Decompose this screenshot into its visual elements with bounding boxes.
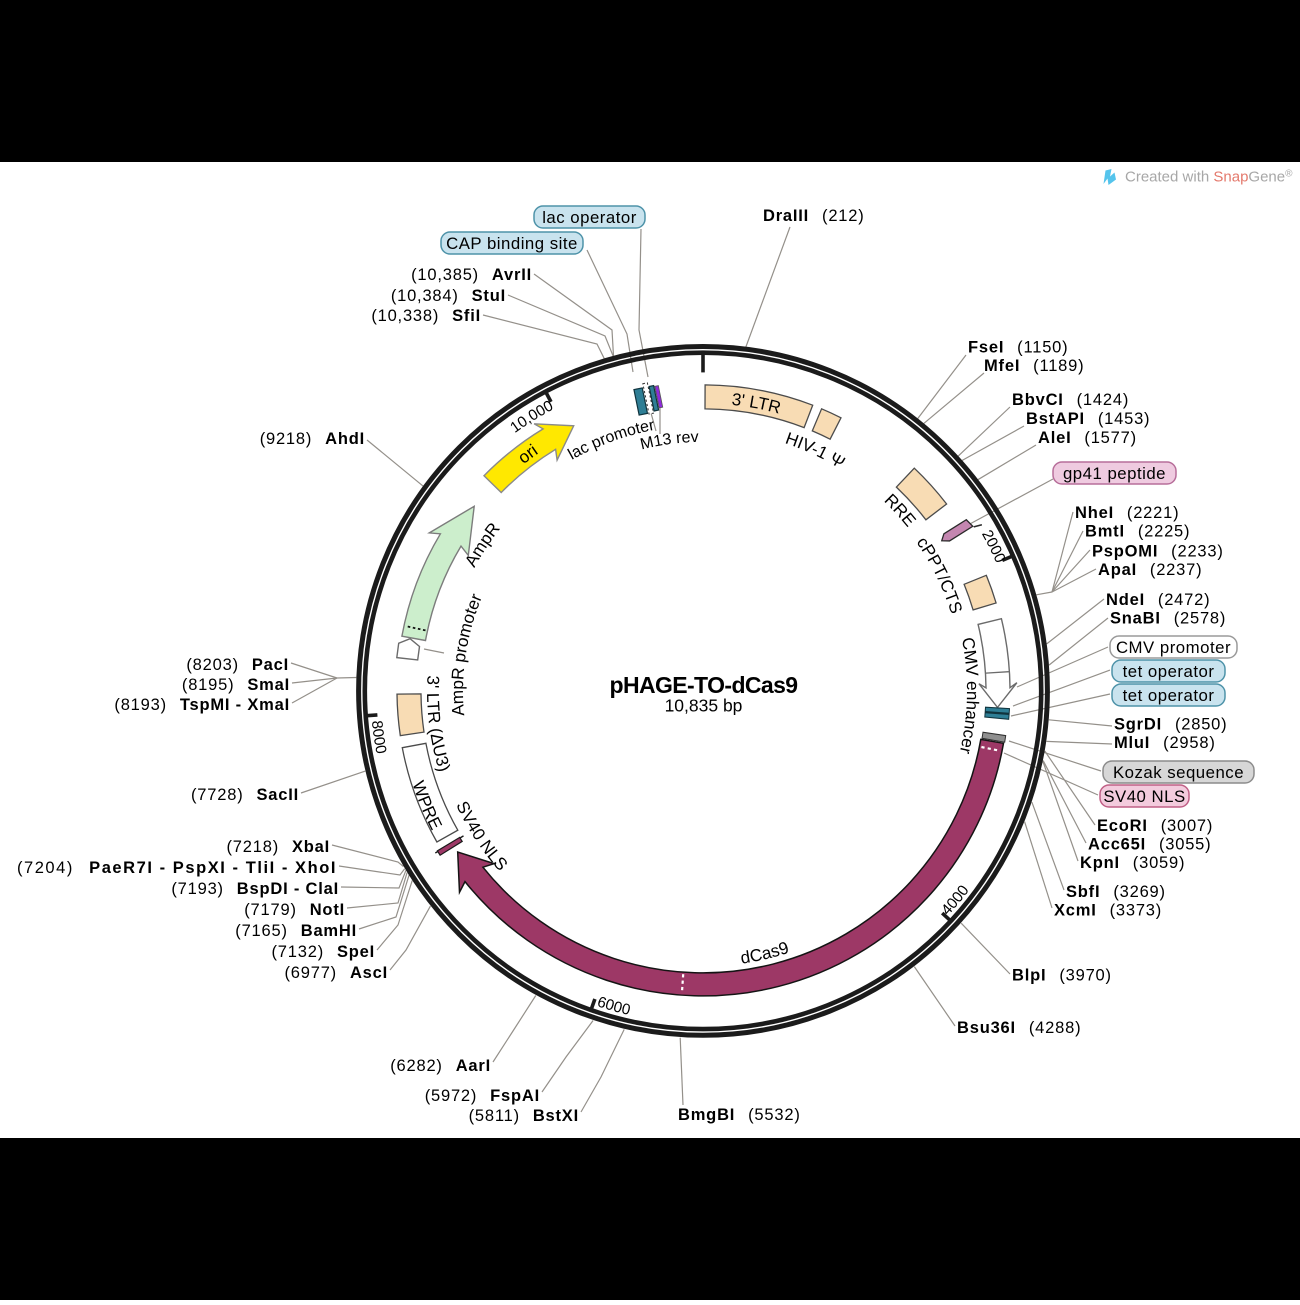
svg-text:ApaI (2237): ApaI (2237) [1098, 561, 1202, 579]
svg-text:Acc65I (3055): Acc65I (3055) [1088, 836, 1211, 854]
svg-text:(10,384) StuI: (10,384) StuI [391, 287, 506, 305]
svg-text:BbvCI (1424): BbvCI (1424) [1012, 391, 1129, 409]
svg-text:(8193) TspMI - XmaI: (8193) TspMI - XmaI [114, 696, 290, 714]
svg-text:(10,338) SfiI: (10,338) SfiI [371, 307, 481, 325]
svg-text:SgrDI (2850): SgrDI (2850) [1114, 716, 1227, 734]
svg-text:NheI (2221): NheI (2221) [1075, 504, 1179, 522]
svg-text:BmtI (2225): BmtI (2225) [1085, 523, 1190, 541]
svg-text:lac operator: lac operator [542, 208, 637, 227]
svg-text:10,835 bp: 10,835 bp [665, 696, 743, 716]
svg-text:(7218) XbaI: (7218) XbaI [227, 838, 331, 856]
svg-text:XcmI (3373): XcmI (3373) [1054, 902, 1162, 920]
svg-text:(6282) AarI: (6282) AarI [390, 1057, 491, 1075]
svg-text:SV40 NLS: SV40 NLS [1103, 787, 1185, 806]
svg-text:(7132) SpeI: (7132) SpeI [272, 943, 376, 961]
svg-text:CAP binding site: CAP binding site [446, 234, 578, 253]
svg-text:SbfI (3269): SbfI (3269) [1066, 883, 1166, 901]
svg-text:(10,385) AvrII: (10,385) AvrII [411, 266, 532, 284]
svg-text:Created with SnapGene®: Created with SnapGene® [1125, 169, 1293, 186]
svg-text:PspOMI (2233): PspOMI (2233) [1092, 543, 1224, 561]
svg-text:(7165) BamHI: (7165) BamHI [235, 922, 357, 940]
svg-text:DraIII (212): DraIII (212) [763, 207, 865, 225]
svg-text:AleI (1577): AleI (1577) [1038, 429, 1137, 447]
svg-text:BmgBI (5532): BmgBI (5532) [678, 1106, 801, 1124]
svg-text:tet operator: tet operator [1123, 662, 1215, 681]
svg-text:(6977) AscI: (6977) AscI [284, 964, 388, 982]
svg-text:FseI (1150): FseI (1150) [968, 339, 1068, 357]
svg-text:MfeI (1189): MfeI (1189) [984, 357, 1084, 375]
svg-text:tet operator: tet operator [1123, 686, 1215, 705]
svg-text:KpnI (3059): KpnI (3059) [1080, 854, 1185, 872]
svg-text:CMV promoter: CMV promoter [1116, 638, 1231, 657]
svg-text:(7728) SacII: (7728) SacII [191, 786, 299, 804]
svg-text:(7193) BspDI - ClaI: (7193) BspDI - ClaI [171, 880, 339, 898]
svg-text:pHAGE-TO-dCas9: pHAGE-TO-dCas9 [610, 672, 798, 698]
svg-text:NdeI (2472): NdeI (2472) [1106, 591, 1210, 609]
svg-text:(5972) FspAI: (5972) FspAI [425, 1087, 540, 1105]
svg-text:(7179) NotI: (7179) NotI [244, 901, 345, 919]
svg-text:EcoRI (3007): EcoRI (3007) [1097, 817, 1213, 835]
svg-text:(7204) PaeR7I - PspXI - TliI: (7204) PaeR7I - PspXI - TliI - XhoI [17, 859, 337, 877]
svg-text:(5811) BstXI: (5811) BstXI [469, 1107, 579, 1125]
svg-text:8000: 8000 [368, 720, 390, 756]
svg-text:MluI (2958): MluI (2958) [1114, 734, 1216, 752]
svg-text:(8195) SmaI: (8195) SmaI [182, 676, 290, 694]
svg-text:gp41 peptide: gp41 peptide [1063, 464, 1166, 483]
svg-text:BlpI (3970): BlpI (3970) [1012, 967, 1112, 985]
svg-text:Bsu36I (4288): Bsu36I (4288) [957, 1019, 1081, 1037]
svg-text:(9218) AhdI: (9218) AhdI [260, 430, 365, 448]
svg-text:(8203) PacI: (8203) PacI [186, 656, 289, 674]
svg-text:BstAPI (1453): BstAPI (1453) [1026, 410, 1150, 428]
svg-text:SnaBI (2578): SnaBI (2578) [1110, 610, 1226, 628]
svg-text:Kozak sequence: Kozak sequence [1113, 763, 1244, 782]
